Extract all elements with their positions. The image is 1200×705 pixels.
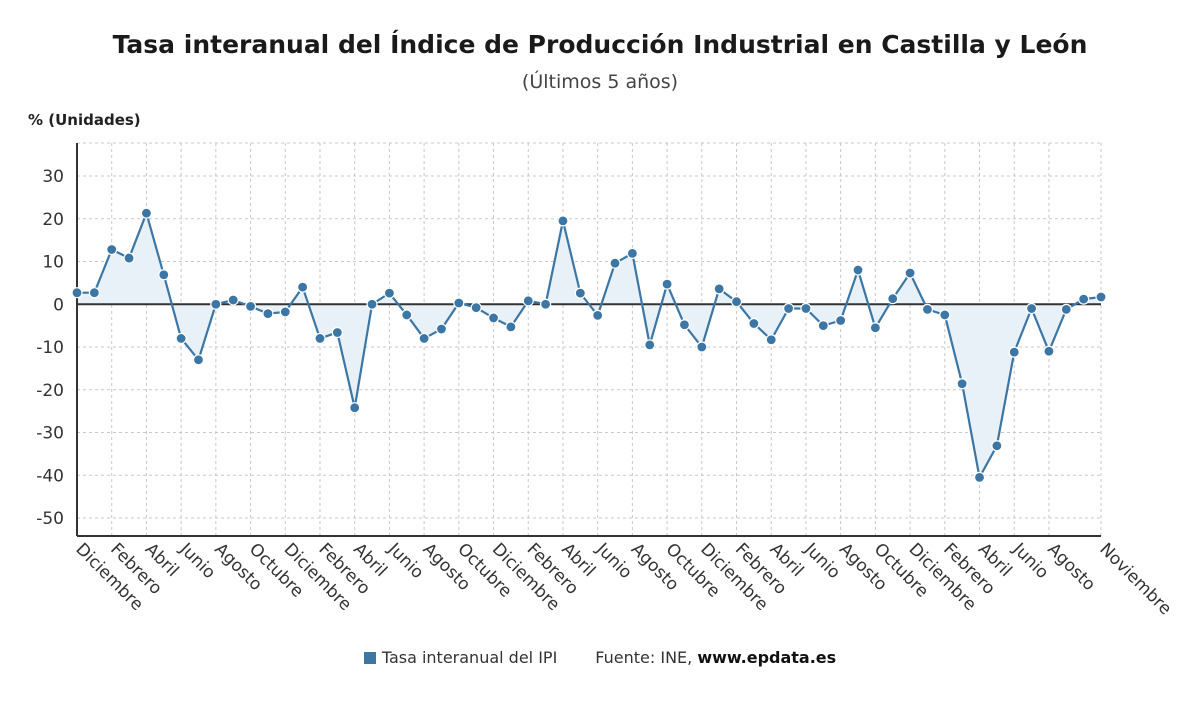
y-axis-label: % (Unidades) [28,111,141,129]
y-tick-label: 0 [53,295,64,315]
data-point [1060,303,1072,315]
data-point [678,319,691,331]
data-point [418,332,430,345]
data-point [730,296,743,308]
data-point [331,326,343,339]
series-line [77,212,1102,479]
data-point [782,302,795,315]
data-point [574,287,586,299]
data-point [227,294,239,306]
data-point [297,281,309,293]
data-point [487,312,500,324]
data-point [973,471,986,483]
chart-title: Tasa interanual del Índice de Producción… [112,30,1088,59]
axis-layer [76,143,1101,537]
data-point [956,378,968,390]
series-area [77,213,1101,478]
data-point [349,402,361,414]
data-point [557,215,569,227]
data-point [192,354,205,366]
x-tick-label: Noviembre [1095,539,1175,619]
data-point [852,264,864,276]
data-point [401,309,413,321]
data-point [505,321,517,333]
data-point [106,243,118,256]
data-point [696,341,708,353]
source-prefix: Fuente: INE, [595,648,693,667]
data-point [1095,291,1107,303]
data-point [175,332,187,345]
data-point [244,300,257,312]
data-point [1043,345,1055,357]
data-point [383,287,396,299]
data-point [609,257,621,269]
data-point [210,298,222,310]
data-point [1008,346,1020,358]
area-layer [77,213,1101,478]
data-point [71,287,83,299]
grid-layer [76,142,1102,536]
data-point [592,309,604,321]
legend-label: Tasa interanual del IPI [381,648,558,667]
data-point [765,334,777,346]
line-layer [77,212,1102,479]
data-point [1078,293,1090,305]
data-point [626,247,638,259]
data-point [835,314,847,327]
chart-svg: 30 20 10 0 -10 -20 -30 -40 -50 DiciembreFebreroA… [36,142,1175,619]
data-point [540,298,552,310]
y-tick-label: 20 [42,210,64,230]
data-point [713,283,725,295]
data-point [470,302,482,314]
point-layer [71,207,1107,483]
data-point [158,269,170,281]
x-tick-label: Junio [1008,539,1052,583]
chart-footer: Tasa interanual del IPI Fuente: INE, www.… [0,648,1200,667]
data-point [1025,302,1038,315]
x-tick-labels: DiciembreFebreroAbrilJunioAgostoOctubreD… [71,539,1175,619]
data-point [262,308,274,320]
y-tick-label: 30 [42,167,64,187]
data-point [314,332,326,345]
y-tick-label: -20 [36,381,64,401]
data-point [991,440,1003,452]
chart-subtitle: (Últimos 5 años) [521,71,679,93]
x-tick-label: Junio [800,539,844,583]
data-point [904,267,916,279]
data-point [123,252,135,264]
y-tick-labels: 30 20 10 0 -10 -20 -30 -40 -50 [36,167,64,529]
data-point [887,293,899,305]
y-tick-label: -40 [36,466,64,486]
data-point [869,322,881,334]
y-tick-label: 10 [42,253,64,273]
x-tick-label: Junio [591,539,635,583]
x-tick-label: Junio [175,539,219,583]
data-point [88,287,100,299]
x-tick-label: Junio [383,539,427,583]
data-point [366,298,378,310]
data-point [800,302,812,315]
y-tick-label: -30 [36,424,64,444]
y-tick-label: -50 [36,509,64,529]
data-point [939,309,951,321]
data-point [140,207,153,219]
y-tick-label: -10 [36,338,64,358]
data-point [522,295,534,307]
data-point [661,278,673,290]
data-point [748,317,760,330]
data-point [279,306,291,318]
legend-swatch [363,652,376,664]
data-point [644,339,656,351]
data-point [817,320,829,332]
data-point [435,323,448,335]
source-link[interactable]: www.epdata.es [697,648,837,667]
data-point [921,303,934,315]
data-point [453,297,465,309]
